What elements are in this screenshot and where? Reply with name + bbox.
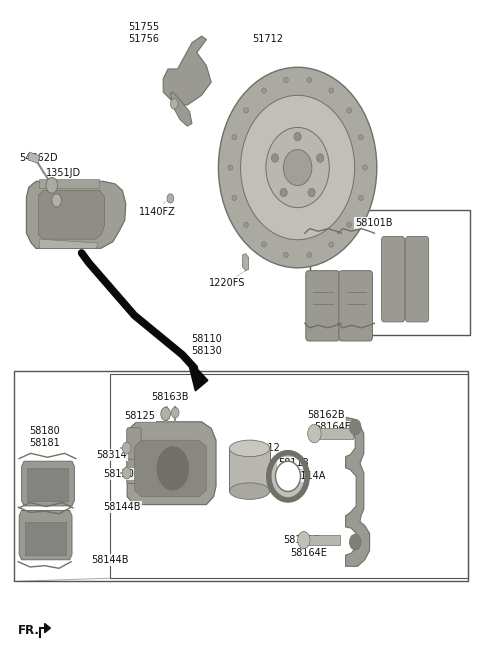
Text: 1220FS: 1220FS bbox=[209, 277, 245, 288]
Polygon shape bbox=[26, 181, 126, 248]
Text: 58180
58181: 58180 58181 bbox=[29, 426, 60, 447]
Text: 58161B: 58161B bbox=[283, 535, 321, 545]
FancyBboxPatch shape bbox=[306, 271, 339, 341]
Ellipse shape bbox=[329, 242, 334, 247]
Circle shape bbox=[308, 424, 321, 443]
Polygon shape bbox=[187, 358, 208, 391]
Bar bbox=[25, 522, 66, 555]
Text: 58164E: 58164E bbox=[290, 548, 327, 558]
Bar bbox=[28, 152, 39, 164]
Text: 1351JD: 1351JD bbox=[46, 168, 81, 178]
Polygon shape bbox=[134, 440, 206, 497]
Ellipse shape bbox=[283, 150, 312, 185]
Ellipse shape bbox=[244, 108, 249, 113]
Ellipse shape bbox=[329, 88, 334, 93]
Polygon shape bbox=[22, 461, 74, 506]
Ellipse shape bbox=[240, 95, 355, 240]
Ellipse shape bbox=[218, 67, 377, 268]
Polygon shape bbox=[38, 191, 105, 239]
Text: 54562D: 54562D bbox=[19, 152, 58, 163]
Polygon shape bbox=[170, 92, 192, 126]
Text: 58114A: 58114A bbox=[288, 471, 325, 482]
Ellipse shape bbox=[229, 483, 270, 499]
Polygon shape bbox=[163, 36, 211, 105]
Ellipse shape bbox=[276, 461, 300, 491]
Ellipse shape bbox=[232, 135, 237, 140]
Circle shape bbox=[170, 99, 178, 109]
Text: 58163B: 58163B bbox=[152, 392, 189, 403]
Circle shape bbox=[122, 442, 131, 454]
Text: 58162B: 58162B bbox=[307, 410, 345, 420]
Circle shape bbox=[167, 194, 174, 203]
Ellipse shape bbox=[228, 165, 233, 170]
FancyBboxPatch shape bbox=[127, 452, 141, 484]
Ellipse shape bbox=[359, 135, 363, 140]
Polygon shape bbox=[39, 239, 98, 248]
Ellipse shape bbox=[294, 132, 301, 141]
Polygon shape bbox=[19, 510, 72, 560]
Ellipse shape bbox=[307, 252, 312, 258]
Bar bbox=[310, 210, 470, 335]
Ellipse shape bbox=[284, 78, 288, 83]
Text: 58144B: 58144B bbox=[91, 555, 129, 565]
Text: 58120: 58120 bbox=[103, 469, 134, 480]
Bar bbox=[314, 428, 353, 439]
Circle shape bbox=[52, 194, 61, 207]
Ellipse shape bbox=[284, 252, 288, 258]
Circle shape bbox=[122, 467, 131, 479]
Ellipse shape bbox=[280, 189, 287, 197]
Ellipse shape bbox=[347, 108, 351, 113]
Circle shape bbox=[161, 407, 170, 420]
Ellipse shape bbox=[262, 88, 266, 93]
Circle shape bbox=[298, 532, 310, 549]
FancyBboxPatch shape bbox=[339, 271, 372, 341]
Ellipse shape bbox=[262, 242, 266, 247]
Ellipse shape bbox=[244, 222, 249, 227]
Text: 58113: 58113 bbox=[278, 458, 309, 468]
Ellipse shape bbox=[229, 440, 270, 457]
Ellipse shape bbox=[362, 165, 367, 170]
Text: 58110
58130: 58110 58130 bbox=[191, 334, 222, 355]
FancyBboxPatch shape bbox=[406, 237, 429, 322]
Bar bbox=[14, 371, 468, 581]
Text: 58144B: 58144B bbox=[103, 502, 141, 512]
Ellipse shape bbox=[232, 195, 237, 200]
FancyBboxPatch shape bbox=[127, 428, 141, 459]
Circle shape bbox=[171, 407, 179, 418]
Circle shape bbox=[349, 419, 361, 435]
Circle shape bbox=[46, 177, 58, 193]
Text: 58314: 58314 bbox=[96, 449, 127, 460]
Bar bbox=[39, 179, 99, 188]
Polygon shape bbox=[346, 417, 370, 566]
Ellipse shape bbox=[347, 222, 351, 227]
Polygon shape bbox=[127, 422, 216, 505]
Text: 51712: 51712 bbox=[252, 34, 283, 45]
Text: 58101B: 58101B bbox=[355, 218, 393, 229]
Text: FR.: FR. bbox=[18, 624, 40, 637]
Text: 51755
51756: 51755 51756 bbox=[129, 22, 159, 43]
FancyArrow shape bbox=[40, 623, 50, 633]
Bar bbox=[304, 535, 340, 545]
Polygon shape bbox=[242, 254, 249, 271]
Circle shape bbox=[349, 534, 361, 550]
Circle shape bbox=[157, 447, 189, 490]
Bar bbox=[110, 374, 468, 578]
Ellipse shape bbox=[266, 127, 329, 208]
Ellipse shape bbox=[269, 453, 307, 500]
Bar bbox=[27, 468, 68, 501]
Ellipse shape bbox=[317, 154, 324, 162]
Polygon shape bbox=[229, 448, 270, 491]
Text: 58112: 58112 bbox=[250, 443, 280, 453]
Ellipse shape bbox=[359, 195, 363, 200]
FancyBboxPatch shape bbox=[382, 237, 405, 322]
Text: 58164E: 58164E bbox=[314, 422, 351, 432]
Ellipse shape bbox=[308, 189, 315, 197]
Text: 1140FZ: 1140FZ bbox=[139, 207, 176, 217]
Text: 58125: 58125 bbox=[124, 411, 155, 421]
Ellipse shape bbox=[271, 154, 278, 162]
Ellipse shape bbox=[307, 78, 312, 83]
